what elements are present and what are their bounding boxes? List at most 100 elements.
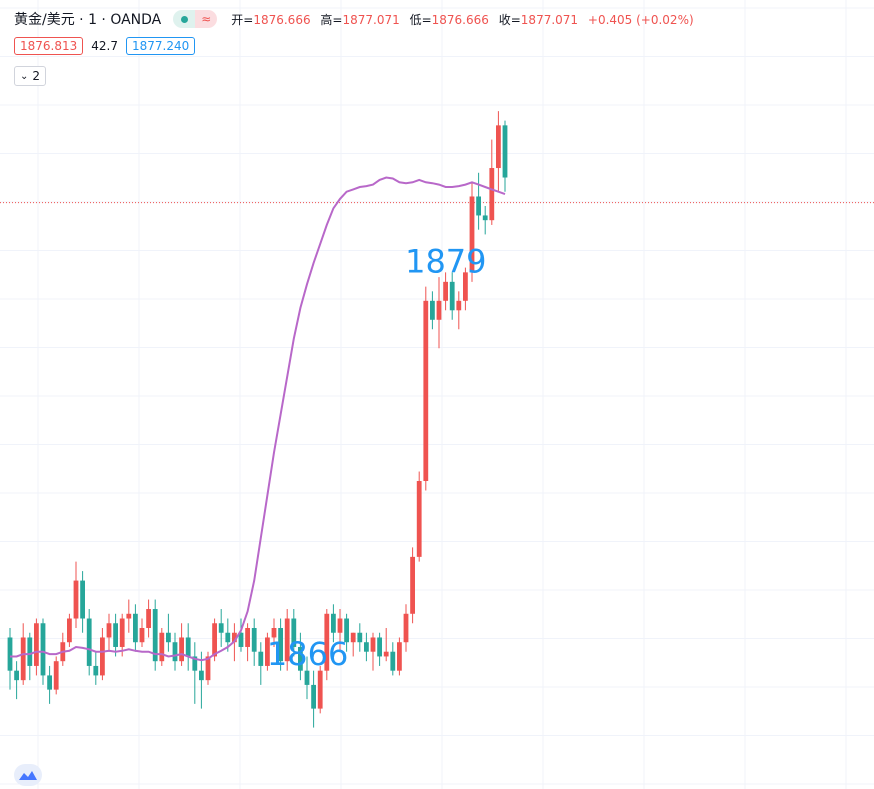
candle bbox=[86, 609, 92, 676]
candle bbox=[146, 599, 151, 638]
candle-body bbox=[278, 628, 283, 662]
candle bbox=[423, 286, 429, 491]
candle bbox=[218, 609, 224, 647]
candle-body bbox=[126, 613, 132, 619]
chart-header: 黄金/美元 · 1 · OANDA ≈ 开=1876.666 高=1877.07… bbox=[14, 9, 694, 29]
candle bbox=[73, 561, 79, 628]
candle bbox=[317, 665, 323, 714]
candle-body bbox=[225, 632, 231, 643]
candle-body bbox=[152, 609, 158, 662]
candle bbox=[47, 665, 52, 704]
candle-body bbox=[113, 623, 118, 647]
candle-body bbox=[14, 670, 19, 681]
candle bbox=[53, 656, 59, 695]
candle bbox=[403, 604, 409, 652]
open-value: 1876.666 bbox=[253, 12, 311, 27]
candle-body bbox=[67, 618, 72, 643]
candle-body bbox=[139, 628, 145, 643]
candle-body bbox=[449, 281, 455, 311]
candle-body bbox=[159, 632, 165, 662]
symbol-title[interactable]: 黄金/美元 · 1 · OANDA bbox=[14, 12, 162, 28]
candle-body bbox=[436, 300, 442, 320]
sell-price-button[interactable]: 1876.813 bbox=[14, 37, 84, 55]
candle bbox=[456, 291, 462, 330]
candle-body bbox=[463, 272, 468, 301]
candle-body bbox=[390, 651, 396, 671]
candle bbox=[337, 609, 343, 652]
candle bbox=[383, 628, 389, 662]
candle bbox=[60, 632, 66, 666]
candle-body bbox=[218, 623, 224, 633]
high-value: 1877.071 bbox=[342, 12, 400, 27]
spread-value: 42.7 bbox=[91, 39, 118, 53]
candle bbox=[476, 172, 481, 230]
candle bbox=[284, 609, 290, 671]
candle-body bbox=[106, 623, 112, 638]
candle-body bbox=[502, 125, 508, 178]
candle bbox=[152, 599, 158, 671]
candle-body bbox=[7, 637, 13, 671]
candle-body bbox=[238, 632, 244, 647]
candle bbox=[133, 604, 138, 652]
candle bbox=[139, 618, 145, 647]
candle-body bbox=[370, 637, 376, 652]
candle-body bbox=[166, 632, 171, 643]
candle-body bbox=[100, 637, 105, 676]
candle-body bbox=[430, 300, 435, 320]
chevron-down-icon: ⌄ bbox=[19, 70, 29, 82]
candle-body bbox=[344, 618, 349, 643]
candle-body bbox=[212, 623, 217, 657]
open-label: 开= bbox=[231, 12, 254, 27]
buy-price-button[interactable]: 1877.240 bbox=[125, 37, 196, 55]
candle-body bbox=[291, 618, 297, 647]
candle-body bbox=[20, 637, 26, 681]
candle bbox=[67, 613, 72, 647]
candle-body bbox=[331, 613, 336, 633]
candle bbox=[482, 205, 488, 235]
candle bbox=[430, 291, 435, 330]
bid-ask-panel: 1876.813 42.7 1877.240 bbox=[14, 37, 196, 55]
candle-body bbox=[350, 632, 356, 643]
candle bbox=[14, 661, 19, 700]
candle bbox=[397, 637, 402, 676]
candle bbox=[80, 571, 85, 633]
candle bbox=[449, 272, 455, 320]
candle-body bbox=[311, 684, 316, 709]
candle-body bbox=[489, 168, 495, 221]
candle bbox=[166, 613, 171, 652]
candle-body bbox=[357, 632, 363, 643]
tradingview-logo-icon[interactable] bbox=[14, 764, 42, 786]
candle-body bbox=[119, 618, 125, 647]
candle-body bbox=[443, 281, 448, 301]
candle bbox=[245, 623, 250, 662]
candle-body bbox=[27, 637, 33, 666]
candle bbox=[159, 628, 165, 666]
candle-body bbox=[185, 637, 191, 657]
candle bbox=[390, 642, 396, 676]
candle bbox=[416, 471, 422, 562]
candle-body bbox=[423, 300, 429, 481]
candle bbox=[238, 618, 244, 652]
candle bbox=[370, 632, 376, 671]
candle bbox=[205, 651, 211, 685]
candle bbox=[298, 632, 303, 681]
candle-body bbox=[34, 623, 39, 666]
ohlc-readout: 开=1876.666 高=1877.071 低=1876.666 收=1877.… bbox=[231, 11, 693, 28]
candle-body bbox=[172, 642, 178, 662]
candle bbox=[410, 547, 415, 624]
candle-body bbox=[482, 215, 488, 221]
candle-body bbox=[324, 613, 330, 671]
candle bbox=[271, 618, 277, 647]
candle-body bbox=[192, 656, 198, 671]
candle bbox=[278, 618, 283, 671]
market-open-dot-icon bbox=[173, 10, 196, 28]
candle bbox=[7, 628, 13, 690]
candle-body bbox=[146, 609, 151, 628]
candle-body bbox=[298, 646, 303, 671]
candle bbox=[27, 632, 33, 681]
candle-body bbox=[80, 580, 85, 619]
candle bbox=[304, 656, 310, 700]
indicators-toggle-button[interactable]: ⌄ 2 bbox=[14, 66, 46, 86]
market-status-pill[interactable]: ≈ bbox=[173, 10, 218, 28]
